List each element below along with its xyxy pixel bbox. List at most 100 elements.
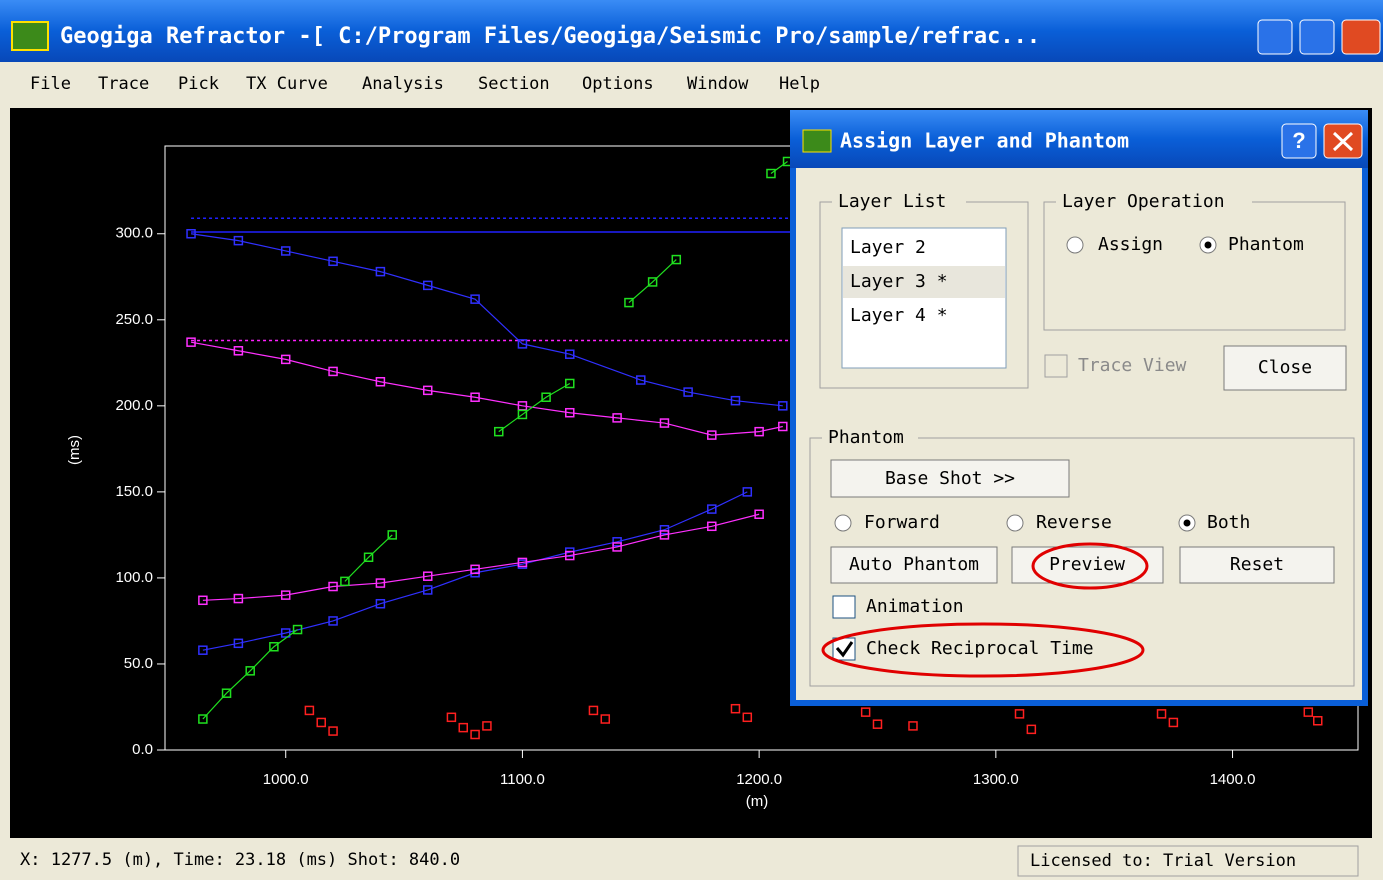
list-item[interactable]: Layer 2 bbox=[850, 237, 926, 258]
list-item[interactable]: Layer 4 * bbox=[850, 305, 948, 326]
data-point bbox=[707, 504, 717, 514]
data-point bbox=[1014, 709, 1025, 719]
data-point bbox=[565, 550, 575, 561]
y-tick-label: 0.0 bbox=[132, 741, 153, 758]
radio-label[interactable]: Forward bbox=[864, 512, 940, 533]
series-line bbox=[190, 341, 783, 436]
data-point bbox=[280, 628, 291, 638]
button-label: Auto Phantom bbox=[849, 554, 979, 575]
data-point bbox=[375, 578, 386, 588]
menu-bar: File Trace Pick TX Curve Analysis Sectio… bbox=[30, 74, 820, 94]
y-tick-label: 300.0 bbox=[115, 225, 153, 242]
radio-dot bbox=[1204, 241, 1212, 249]
data-point bbox=[186, 229, 196, 239]
data-point bbox=[683, 387, 693, 397]
data-point bbox=[482, 721, 492, 731]
help-icon: ? bbox=[1292, 128, 1305, 153]
data-point bbox=[612, 542, 622, 552]
menu-item[interactable]: Trace bbox=[98, 74, 149, 94]
y-tick-label: 150.0 bbox=[115, 483, 153, 500]
data-point bbox=[363, 552, 374, 563]
group-label: Layer Operation bbox=[1062, 191, 1225, 212]
data-point bbox=[1156, 709, 1167, 719]
data-point bbox=[446, 712, 457, 723]
x-axis-label: (m) bbox=[746, 793, 769, 810]
status-bar bbox=[0, 840, 1383, 880]
radio[interactable] bbox=[834, 514, 852, 532]
data-point bbox=[328, 616, 338, 626]
status-license: Licensed to: Trial Version bbox=[1030, 851, 1296, 871]
chart: (m) (ms) 1000.0 1100.0 1200.0 1300.0 1400.0 0… bbox=[66, 145, 1359, 810]
data-point bbox=[565, 378, 575, 389]
data-point bbox=[730, 395, 741, 406]
reset-button[interactable] bbox=[1179, 546, 1335, 584]
list-item[interactable]: Layer 3 * bbox=[850, 271, 948, 292]
data-point bbox=[470, 564, 480, 575]
group-box bbox=[809, 437, 1355, 687]
data-point bbox=[375, 376, 386, 387]
series-line bbox=[628, 259, 677, 304]
radio-label[interactable]: Phantom bbox=[1228, 234, 1304, 255]
checkbox-label[interactable]: Check Reciprocal Time bbox=[866, 638, 1094, 659]
data-point bbox=[659, 524, 670, 535]
radio-label[interactable]: Both bbox=[1207, 512, 1250, 533]
data-point bbox=[565, 407, 575, 418]
menu-item[interactable]: Section bbox=[478, 74, 550, 94]
button-label: Base Shot >> bbox=[885, 468, 1015, 489]
minimize-button[interactable] bbox=[1257, 19, 1293, 55]
data-point bbox=[766, 168, 776, 179]
close-button[interactable] bbox=[1341, 19, 1381, 55]
data-point bbox=[647, 277, 658, 287]
data-point bbox=[269, 642, 279, 652]
data-point bbox=[671, 254, 682, 265]
help-button[interactable] bbox=[1281, 123, 1317, 159]
data-point bbox=[742, 487, 753, 497]
close-dialog-button[interactable] bbox=[1223, 345, 1347, 391]
checkbox[interactable] bbox=[832, 595, 856, 619]
group-label: Phantom bbox=[828, 427, 904, 448]
menu-item[interactable]: Analysis bbox=[362, 74, 444, 94]
data-point bbox=[280, 354, 291, 365]
data-point bbox=[494, 426, 504, 437]
group-label-bg bbox=[1056, 192, 1252, 212]
data-point bbox=[198, 714, 208, 724]
check-mark bbox=[835, 641, 854, 658]
data-point bbox=[198, 645, 208, 655]
menu-item[interactable]: Options bbox=[582, 74, 654, 94]
button-label: Close bbox=[1258, 357, 1312, 378]
y-tick-label: 200.0 bbox=[115, 397, 153, 414]
y-tick-label: 100.0 bbox=[115, 569, 153, 586]
menu-item[interactable]: Window bbox=[687, 74, 749, 94]
menu-item[interactable]: File bbox=[30, 74, 71, 94]
data-point bbox=[233, 346, 244, 356]
highlight-ellipse bbox=[821, 622, 1145, 678]
data-point bbox=[659, 418, 670, 428]
radio-label[interactable]: Reverse bbox=[1036, 512, 1112, 533]
checkbox-label[interactable]: Animation bbox=[866, 596, 964, 617]
data-point bbox=[198, 595, 208, 606]
menu-item[interactable]: Pick bbox=[178, 74, 219, 94]
data-point bbox=[778, 401, 788, 411]
auto-phantom-button[interactable] bbox=[830, 546, 998, 584]
radio[interactable] bbox=[1006, 514, 1024, 532]
menu-item[interactable]: TX Curve bbox=[246, 74, 328, 94]
group-label-bg bbox=[822, 428, 918, 448]
checkbox[interactable] bbox=[1044, 354, 1068, 378]
data-point bbox=[588, 705, 599, 716]
radio[interactable] bbox=[1066, 236, 1084, 254]
checkbox-label[interactable]: Trace View bbox=[1078, 355, 1187, 376]
base-shot-button[interactable] bbox=[830, 459, 1070, 498]
data-point bbox=[470, 729, 480, 740]
maximize-button[interactable] bbox=[1299, 19, 1335, 55]
data-point bbox=[541, 392, 551, 402]
x-tick-label: 1100.0 bbox=[500, 771, 545, 788]
data-point bbox=[612, 537, 622, 547]
dialog: Assign Layer and Phantom ? Layer List La… bbox=[790, 110, 1368, 706]
data-point bbox=[280, 246, 291, 256]
data-point bbox=[600, 714, 611, 724]
data-point bbox=[328, 726, 338, 736]
data-point bbox=[612, 413, 622, 423]
menu-item[interactable]: Help bbox=[779, 74, 820, 94]
radio-label[interactable]: Assign bbox=[1098, 234, 1163, 255]
